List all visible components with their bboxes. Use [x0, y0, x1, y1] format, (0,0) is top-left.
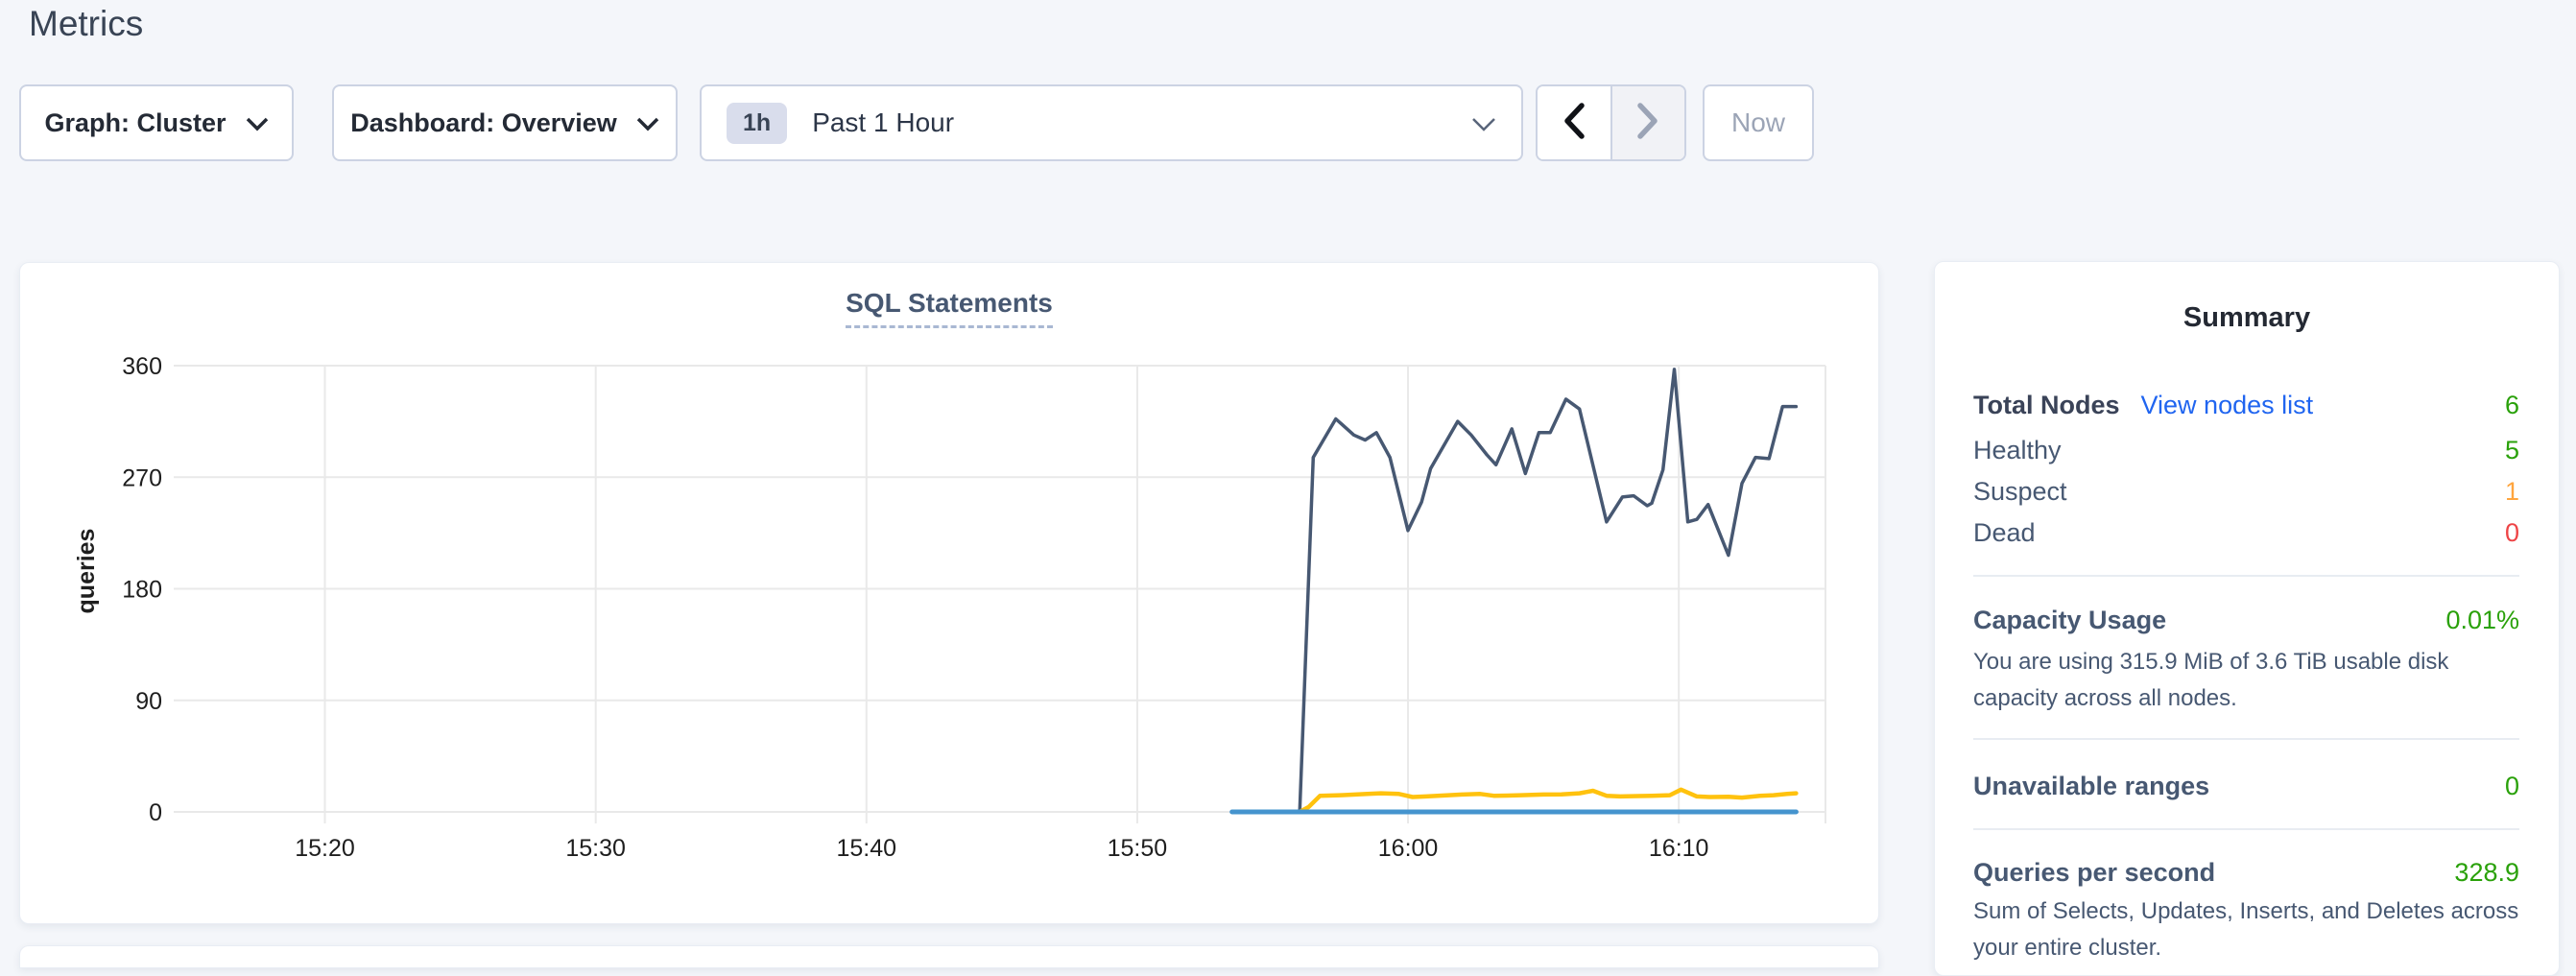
now-button-label: Now — [1730, 107, 1785, 137]
time-window-nav — [1536, 84, 1686, 161]
previous-timewindow-button[interactable] — [1538, 86, 1612, 159]
x-axis-tick-label: 15:50 — [1108, 835, 1168, 862]
x-axis-tick-label: 15:30 — [565, 835, 626, 862]
page-title: Metrics — [29, 4, 144, 43]
chevron-down-icon — [1471, 116, 1496, 137]
suspect-value: 1 — [2504, 476, 2519, 506]
capacity-usage-label: Capacity Usage — [1973, 605, 2167, 634]
capacity-usage-description: You are using 315.9 MiB of 3.6 TiB usabl… — [1973, 649, 2449, 711]
suspect-nodes-row: Suspect 1 — [1973, 474, 2519, 509]
dashboard-dropdown[interactable]: Dashboard: Overview — [332, 84, 678, 161]
summary-panel: Summary Total Nodes View nodes list 6 He… — [1934, 261, 2560, 976]
time-range-label: Past 1 Hour — [812, 107, 955, 137]
queries-per-second-label: Queries per second — [1973, 857, 2216, 887]
graph-dropdown[interactable]: Graph: Cluster — [19, 84, 294, 161]
total-nodes-row: Total Nodes View nodes list 6 — [1973, 388, 2519, 422]
now-button[interactable]: Now — [1703, 84, 1814, 161]
unavailable-ranges-label: Unavailable ranges — [1973, 771, 2210, 800]
chart-plot-area[interactable]: 0 90 180 270 360 15:20 15:30 15:40 15:50 16:00 16:… — [20, 263, 1878, 923]
chart-line-series-2-yellow — [1297, 787, 1799, 815]
dead-nodes-row: Dead 0 — [1973, 515, 2519, 550]
x-axis-tick-label: 15:40 — [837, 835, 897, 862]
capacity-usage-row: Capacity Usage 0.01% — [1973, 603, 2519, 637]
total-nodes-value: 6 — [2504, 390, 2519, 419]
x-axis-tick-label: 16:10 — [1649, 835, 1709, 862]
queries-per-second-description: Sum of Selects, Updates, Inserts, and De… — [1973, 898, 2519, 961]
unavailable-ranges-row: Unavailable ranges 0 — [1973, 769, 2519, 803]
summary-title: Summary — [2182, 302, 2311, 333]
chevron-down-icon — [246, 108, 269, 138]
next-chart-card-edge — [19, 945, 1879, 968]
dashboard-dropdown-label: Dashboard: Overview — [350, 107, 617, 137]
suspect-label: Suspect — [1973, 476, 2067, 506]
time-range-badge: 1h — [727, 102, 788, 144]
sql-statements-chart-card: SQL Statements queries 0 90 180 270 360 15:20… — [19, 262, 1879, 924]
healthy-value: 5 — [2504, 435, 2519, 464]
unavailable-ranges-value: 0 — [2504, 771, 2519, 800]
queries-per-second-value: 328.9 — [2454, 857, 2519, 887]
chevron-left-icon — [1562, 101, 1586, 146]
healthy-label: Healthy — [1973, 435, 2062, 464]
x-axis-tick-label: 16:00 — [1378, 835, 1439, 862]
x-axis-tick-label: 15:20 — [295, 835, 355, 862]
time-range-selector[interactable]: 1h Past 1 Hour — [700, 84, 1523, 161]
chart-title[interactable]: SQL Statements — [846, 288, 1053, 328]
next-timewindow-button[interactable] — [1611, 86, 1684, 159]
view-nodes-list-link[interactable]: View nodes list — [2140, 390, 2314, 419]
dead-label: Dead — [1973, 517, 2036, 547]
capacity-usage-value: 0.01% — [2445, 605, 2519, 634]
graph-dropdown-label: Graph: Cluster — [44, 107, 227, 137]
y-axis-tick-label: 0 — [149, 799, 162, 826]
chart-line-series-1-dark-blue — [1298, 368, 1799, 814]
divider — [1973, 575, 2519, 577]
divider — [1973, 828, 2519, 830]
total-nodes-label: Total Nodes — [1973, 390, 2120, 419]
healthy-nodes-row: Healthy 5 — [1973, 433, 2519, 467]
y-axis-tick-label: 270 — [122, 464, 162, 491]
chevron-down-icon — [636, 108, 659, 138]
y-axis-tick-label: 360 — [122, 353, 162, 380]
queries-per-second-row: Queries per second 328.9 — [1973, 855, 2519, 890]
y-axis-tick-label: 90 — [135, 688, 162, 715]
divider — [1973, 738, 2519, 740]
dead-value: 0 — [2504, 517, 2519, 547]
chevron-right-icon — [1635, 101, 1660, 146]
y-axis-tick-label: 180 — [122, 577, 162, 604]
